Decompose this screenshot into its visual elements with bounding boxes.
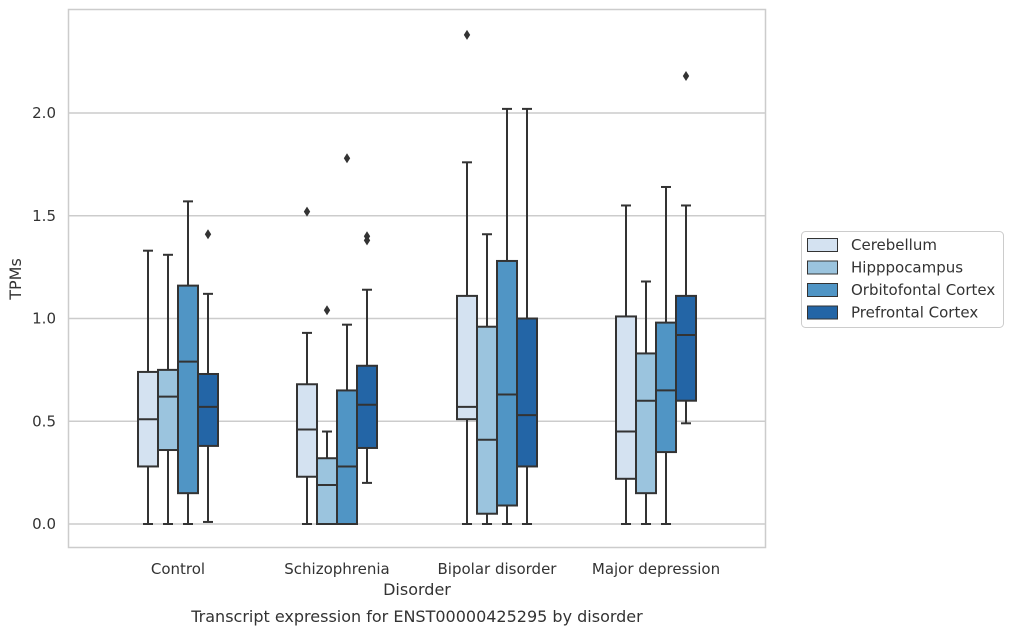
iqr-box <box>197 372 219 447</box>
box-prefrontal-cortex <box>675 71 697 425</box>
outlier-point <box>682 71 690 82</box>
box-hipppocampus <box>635 280 657 525</box>
x-tick-label: Bipolar disorder <box>438 560 558 578</box>
figure-caption: Transcript expression for ENST0000042529… <box>190 607 643 626</box>
outlier-point <box>303 206 311 217</box>
legend-items: Cerebellum Hipppocampus Orbitofontal Corte… <box>807 236 995 322</box>
box-hipppocampus <box>157 253 179 525</box>
outlier-point <box>204 229 212 240</box>
outlier-point <box>323 305 331 316</box>
iqr-box <box>516 317 538 468</box>
x-axis-label: Disorder <box>383 580 451 599</box>
box-series <box>137 29 697 525</box>
legend-swatch <box>807 238 838 252</box>
iqr-box <box>336 389 358 525</box>
box-orbitofontal-cortex <box>496 107 518 525</box>
iqr-box <box>316 457 338 525</box>
y-tick-label: 1.0 <box>32 310 56 328</box>
box-prefrontal-cortex <box>197 229 219 523</box>
iqr-box <box>615 315 637 480</box>
box-prefrontal-cortex <box>356 231 378 484</box>
legend-frame <box>801 231 1004 328</box>
iqr-box <box>177 284 199 495</box>
iqr-box <box>476 325 498 515</box>
box-hipppocampus <box>476 233 498 525</box>
y-tick-label: 0.0 <box>32 515 56 533</box>
x-tick-label: Control <box>151 560 205 578</box>
iqr-box <box>655 321 677 454</box>
grid-lines <box>68 112 766 525</box>
legend-swatch <box>807 305 838 320</box>
box-cerebellum <box>615 204 637 525</box>
outlier-point <box>463 29 471 40</box>
box-cerebellum <box>137 249 159 525</box>
iqr-box <box>675 294 697 402</box>
iqr-box <box>356 364 378 449</box>
outlier-point <box>363 231 371 242</box>
legend: Cerebellum Hipppocampus Orbitofontal Corte… <box>801 231 1004 328</box>
iqr-box <box>496 259 518 507</box>
legend-swatch <box>807 260 838 275</box>
box-orbitofontal-cortex <box>655 185 677 525</box>
box-orbitofontal-cortex <box>177 200 199 525</box>
x-tick-label: Major depression <box>592 560 720 578</box>
y-axis-ticks: 0.0 0.5 1.0 1.5 2.0 <box>32 104 56 533</box>
plot-area-frame <box>67 8 767 549</box>
legend-label: Orbitofontal Cortex <box>851 281 995 299</box>
outlier-point <box>343 153 351 164</box>
legend-label: Prefrontal Cortex <box>851 304 978 322</box>
box-cerebellum <box>456 29 478 525</box>
y-axis-label: TPMs <box>6 258 25 301</box>
legend-label: Hipppocampus <box>851 259 963 277</box>
iqr-box <box>157 368 179 452</box>
box-prefrontal-cortex <box>516 107 538 525</box>
x-tick-label: Schizophrenia <box>284 560 389 578</box>
iqr-box <box>296 383 318 478</box>
box-hipppocampus <box>316 305 338 525</box>
legend-swatch <box>807 283 838 297</box>
box-orbitofontal-cortex <box>336 153 358 525</box>
iqr-box <box>635 352 657 495</box>
box-cerebellum <box>296 206 318 525</box>
legend-label: Cerebellum <box>851 236 937 254</box>
y-tick-label: 2.0 <box>32 104 56 122</box>
y-tick-label: 0.5 <box>32 412 56 430</box>
y-tick-label: 1.5 <box>32 207 56 225</box>
iqr-box <box>456 294 478 421</box>
x-axis-ticks: Control Schizophrenia Bipolar disorder Majo… <box>151 560 720 578</box>
